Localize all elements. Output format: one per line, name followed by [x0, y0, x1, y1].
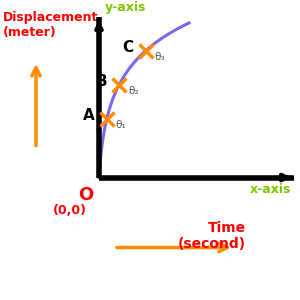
Text: A: A — [83, 108, 95, 123]
Text: B: B — [95, 74, 107, 89]
Text: Time
(second): Time (second) — [178, 221, 246, 251]
Text: C: C — [122, 40, 134, 56]
Text: x-axis: x-axis — [250, 183, 291, 196]
Text: O: O — [78, 186, 93, 204]
Text: Displacement
(meter): Displacement (meter) — [3, 11, 98, 39]
Text: (0,0): (0,0) — [53, 204, 87, 217]
Text: θ₃: θ₃ — [154, 52, 165, 61]
Text: θ₂: θ₂ — [128, 85, 139, 96]
Text: θ₁: θ₁ — [116, 120, 127, 130]
Text: y-axis: y-axis — [105, 1, 146, 14]
